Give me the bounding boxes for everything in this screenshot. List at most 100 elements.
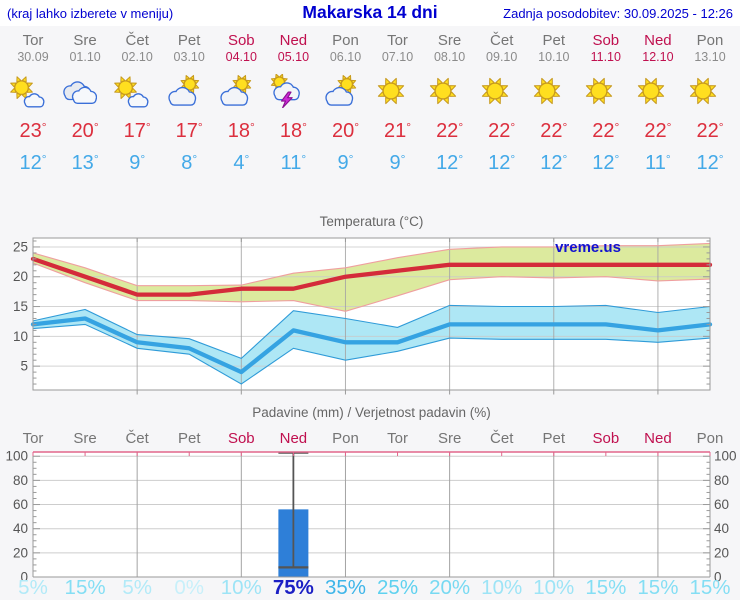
day-name: Sob — [227, 32, 255, 49]
svg-text:80: 80 — [714, 473, 729, 488]
precip-day-label: Čet — [125, 430, 149, 447]
sunny-icon — [528, 74, 580, 110]
day-date: 02.10 — [121, 50, 153, 64]
precip-prob-label: 15% — [637, 576, 678, 599]
precip-prob-label: 20% — [429, 576, 470, 599]
precip-prob-label: 15% — [689, 576, 730, 599]
precip-prob-label: 15% — [585, 576, 626, 599]
day-date: 30.09 — [17, 50, 49, 64]
precip-day-label: Tor — [387, 430, 408, 447]
low-temp: 12° — [540, 152, 568, 174]
low-temp: 12° — [592, 152, 620, 174]
high-temp: 22° — [488, 120, 516, 142]
day-date: 11.10 — [590, 50, 621, 64]
day-column: Tor 30.09 23° 12° — [7, 26, 59, 176]
temperature-chart: 5 10 15 20 25 Temperatura (°C) vreme.us — [13, 214, 713, 395]
page-title: Makarska 14 dni — [302, 2, 438, 22]
sunny-icon — [580, 74, 632, 110]
precip-day-label: Tor — [23, 430, 44, 447]
high-temp: 23° — [19, 120, 47, 142]
storm-icon — [267, 74, 319, 110]
low-temp: 11° — [645, 152, 671, 174]
day-column: Pon 13.10 22° 12° — [684, 26, 736, 176]
day-name: Sre — [437, 32, 462, 49]
low-temp: 4° — [233, 152, 250, 174]
day-name: Čet — [490, 32, 514, 49]
cloud-sun-icon — [320, 74, 372, 110]
precip-day-labels: Tor Sre Čet Pet Sob Ned Pon Tor Sre Čet Pet Sob Ned P… — [23, 430, 724, 447]
precip-prob-label: 75% — [273, 576, 314, 599]
precip-day-label: Sob — [228, 430, 255, 447]
sunny-icon — [632, 74, 684, 110]
min-temperature-series — [30, 304, 713, 385]
precip-prob-label: 5% — [122, 576, 152, 599]
day-name: Čet — [125, 32, 149, 49]
precip-day-label: Ned — [280, 430, 308, 447]
day-strip: Tor 30.09 23° 12° Sre 01.10 20° 13° Čet 02.10 17° 9… — [0, 26, 740, 174]
low-temp: 8° — [181, 152, 198, 174]
temp-chart-title: Temperatura (°C) — [320, 214, 424, 229]
day-date: 13.10 — [694, 50, 726, 64]
day-name: Sre — [73, 32, 97, 49]
day-date: 09.10 — [486, 50, 518, 64]
precip-prob-label: 10% — [221, 576, 262, 599]
sunny-icon — [424, 74, 476, 110]
day-date: 08.10 — [433, 50, 466, 64]
svg-text:20: 20 — [714, 545, 729, 560]
day-name: Pet — [177, 32, 201, 49]
day-column: Ned 05.10 18° 11° — [267, 26, 319, 176]
precip-prob-label: 35% — [325, 576, 366, 599]
precip-prob-label: 10% — [481, 576, 522, 599]
precip-chart-title: Padavine (mm) / Verjetnost padavin (%) — [252, 405, 491, 420]
low-temp: 11° — [280, 152, 307, 174]
precipitation-chart: 0 0 20 20 40 40 60 60 80 80 100 100 Tor Sre Čet Pet Sob N… — [5, 405, 736, 599]
day-date: 04.10 — [225, 50, 257, 64]
day-column: Sob 11.10 22° 12° — [580, 26, 632, 176]
svg-text:25: 25 — [13, 239, 28, 254]
sunny-icon — [372, 74, 424, 110]
axis-ticks — [33, 238, 710, 395]
day-date: 10.10 — [538, 50, 570, 64]
day-date: 03.10 — [173, 50, 205, 64]
day-name: Ned — [644, 32, 672, 49]
y-axis-labels: 0 0 20 20 40 40 60 60 80 80 100 100 — [5, 449, 736, 585]
precip-prob-label: 5% — [18, 576, 48, 599]
precip-day-label: Pon — [697, 430, 724, 447]
svg-text:20: 20 — [13, 269, 28, 284]
high-temp: 20° — [331, 120, 360, 142]
low-temp: 12° — [488, 152, 516, 174]
high-temp: 17° — [123, 120, 151, 142]
precip-day-label: Sre — [438, 430, 461, 447]
low-temp: 12° — [696, 152, 724, 174]
day-date: 05.10 — [277, 50, 310, 64]
precip-day-label: Čet — [490, 430, 514, 447]
svg-text:100: 100 — [5, 449, 28, 464]
max-temperature-series — [30, 242, 713, 312]
day-column: Pet 03.10 17° 8° — [163, 26, 215, 176]
high-temp: 22° — [592, 120, 620, 142]
grid — [33, 452, 710, 577]
low-temp: 9° — [337, 152, 354, 174]
sun-small-cloud-icon — [111, 74, 163, 110]
high-temp: 22° — [696, 120, 724, 142]
sunny-icon — [476, 74, 528, 110]
precip-prob-label: 10% — [533, 576, 574, 599]
svg-text:15: 15 — [13, 299, 28, 314]
cloud-sun-icon — [163, 74, 215, 110]
precip-probability-labels: 5% 15% 5% 0% 10% 75% 35% 25% 20% 10% 10% 15% 15% 15% — [18, 576, 730, 599]
svg-text:5: 5 — [20, 359, 28, 374]
day-column: Čet 02.10 17° 9° — [111, 26, 163, 176]
day-date: 01.10 — [69, 50, 101, 64]
vreme-us-watermark: vreme.us — [555, 239, 621, 256]
precip-day-label: Ned — [644, 430, 672, 447]
precip-prob-label: 25% — [377, 576, 418, 599]
svg-text:80: 80 — [13, 473, 28, 488]
svg-text:100: 100 — [714, 449, 737, 464]
day-column: Pet 10.10 22° 12° — [528, 26, 580, 176]
day-column: Pon 06.10 20° 9° — [320, 26, 372, 176]
precip-day-label: Pet — [543, 430, 566, 447]
high-temp: 21° — [383, 120, 412, 142]
svg-text:10: 10 — [13, 329, 28, 344]
svg-text:60: 60 — [13, 497, 28, 512]
